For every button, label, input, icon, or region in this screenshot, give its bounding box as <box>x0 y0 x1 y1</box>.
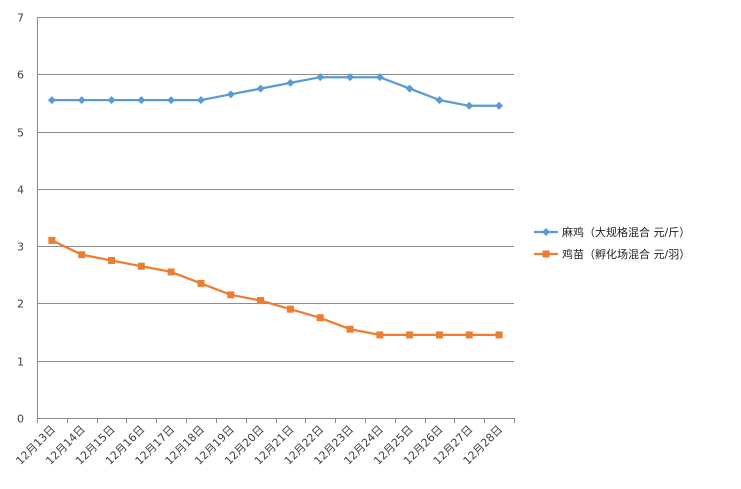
data-point <box>406 331 414 339</box>
data-point <box>196 96 205 105</box>
legend-marker <box>542 250 550 258</box>
data-point <box>167 268 175 276</box>
y-tick-label: 7 <box>17 12 24 25</box>
y-tick-label: 0 <box>17 413 24 426</box>
legend: 麻鸡（大规格混合 元/斤） 鸡苗（孵化场混合 元/羽） <box>534 225 690 261</box>
data-point <box>197 279 205 287</box>
x-axis-tick-marks <box>37 418 515 423</box>
data-point <box>167 96 176 105</box>
data-point <box>495 101 504 110</box>
data-point <box>227 291 235 299</box>
y-tick-label: 4 <box>17 184 24 197</box>
data-point <box>316 73 325 82</box>
data-point <box>376 331 384 339</box>
data-point <box>257 297 265 305</box>
y-axis-tick-labels: 0 1 2 3 4 5 6 7 <box>17 12 24 426</box>
data-point <box>465 331 473 339</box>
data-point <box>256 84 265 93</box>
y-tick-label: 3 <box>17 241 24 254</box>
data-point <box>495 331 503 339</box>
data-point <box>435 96 444 105</box>
data-point <box>375 73 384 82</box>
series-line <box>51 76 500 107</box>
y-tick-label: 5 <box>17 127 24 140</box>
series-2 <box>48 236 503 339</box>
legend-item: 麻鸡（大规格混合 元/斤） <box>534 225 690 239</box>
data-point <box>107 96 116 105</box>
data-point <box>286 78 295 87</box>
x-axis-tick-labels: 12月13日12月14日12月15日12月16日12月17日12月18日12月1… <box>13 423 505 468</box>
legend-marker <box>542 228 550 236</box>
legend-label: 麻鸡（大规格混合 元/斤） <box>562 225 690 239</box>
legend-label: 鸡苗（孵化场混合 元/羽） <box>562 247 690 261</box>
y-tick-label: 2 <box>17 298 24 311</box>
legend-item: 鸡苗（孵化场混合 元/羽） <box>534 247 690 261</box>
y-tick-label: 1 <box>17 356 24 369</box>
data-point <box>77 96 86 105</box>
data-point <box>346 73 355 82</box>
series-line <box>51 239 500 337</box>
series-1 <box>47 73 504 110</box>
data-point <box>137 262 145 270</box>
data-point <box>316 314 324 322</box>
data-point <box>108 256 116 264</box>
data-point <box>405 84 414 93</box>
y-tick-label: 6 <box>17 69 24 82</box>
data-point <box>226 90 235 99</box>
data-point <box>78 251 86 259</box>
gridlines <box>37 17 514 419</box>
data-point <box>346 325 354 333</box>
data-point <box>435 331 443 339</box>
data-point <box>48 236 56 244</box>
data-point <box>286 305 294 313</box>
data-point <box>47 96 56 105</box>
data-point <box>465 101 474 110</box>
data-point <box>137 96 146 105</box>
